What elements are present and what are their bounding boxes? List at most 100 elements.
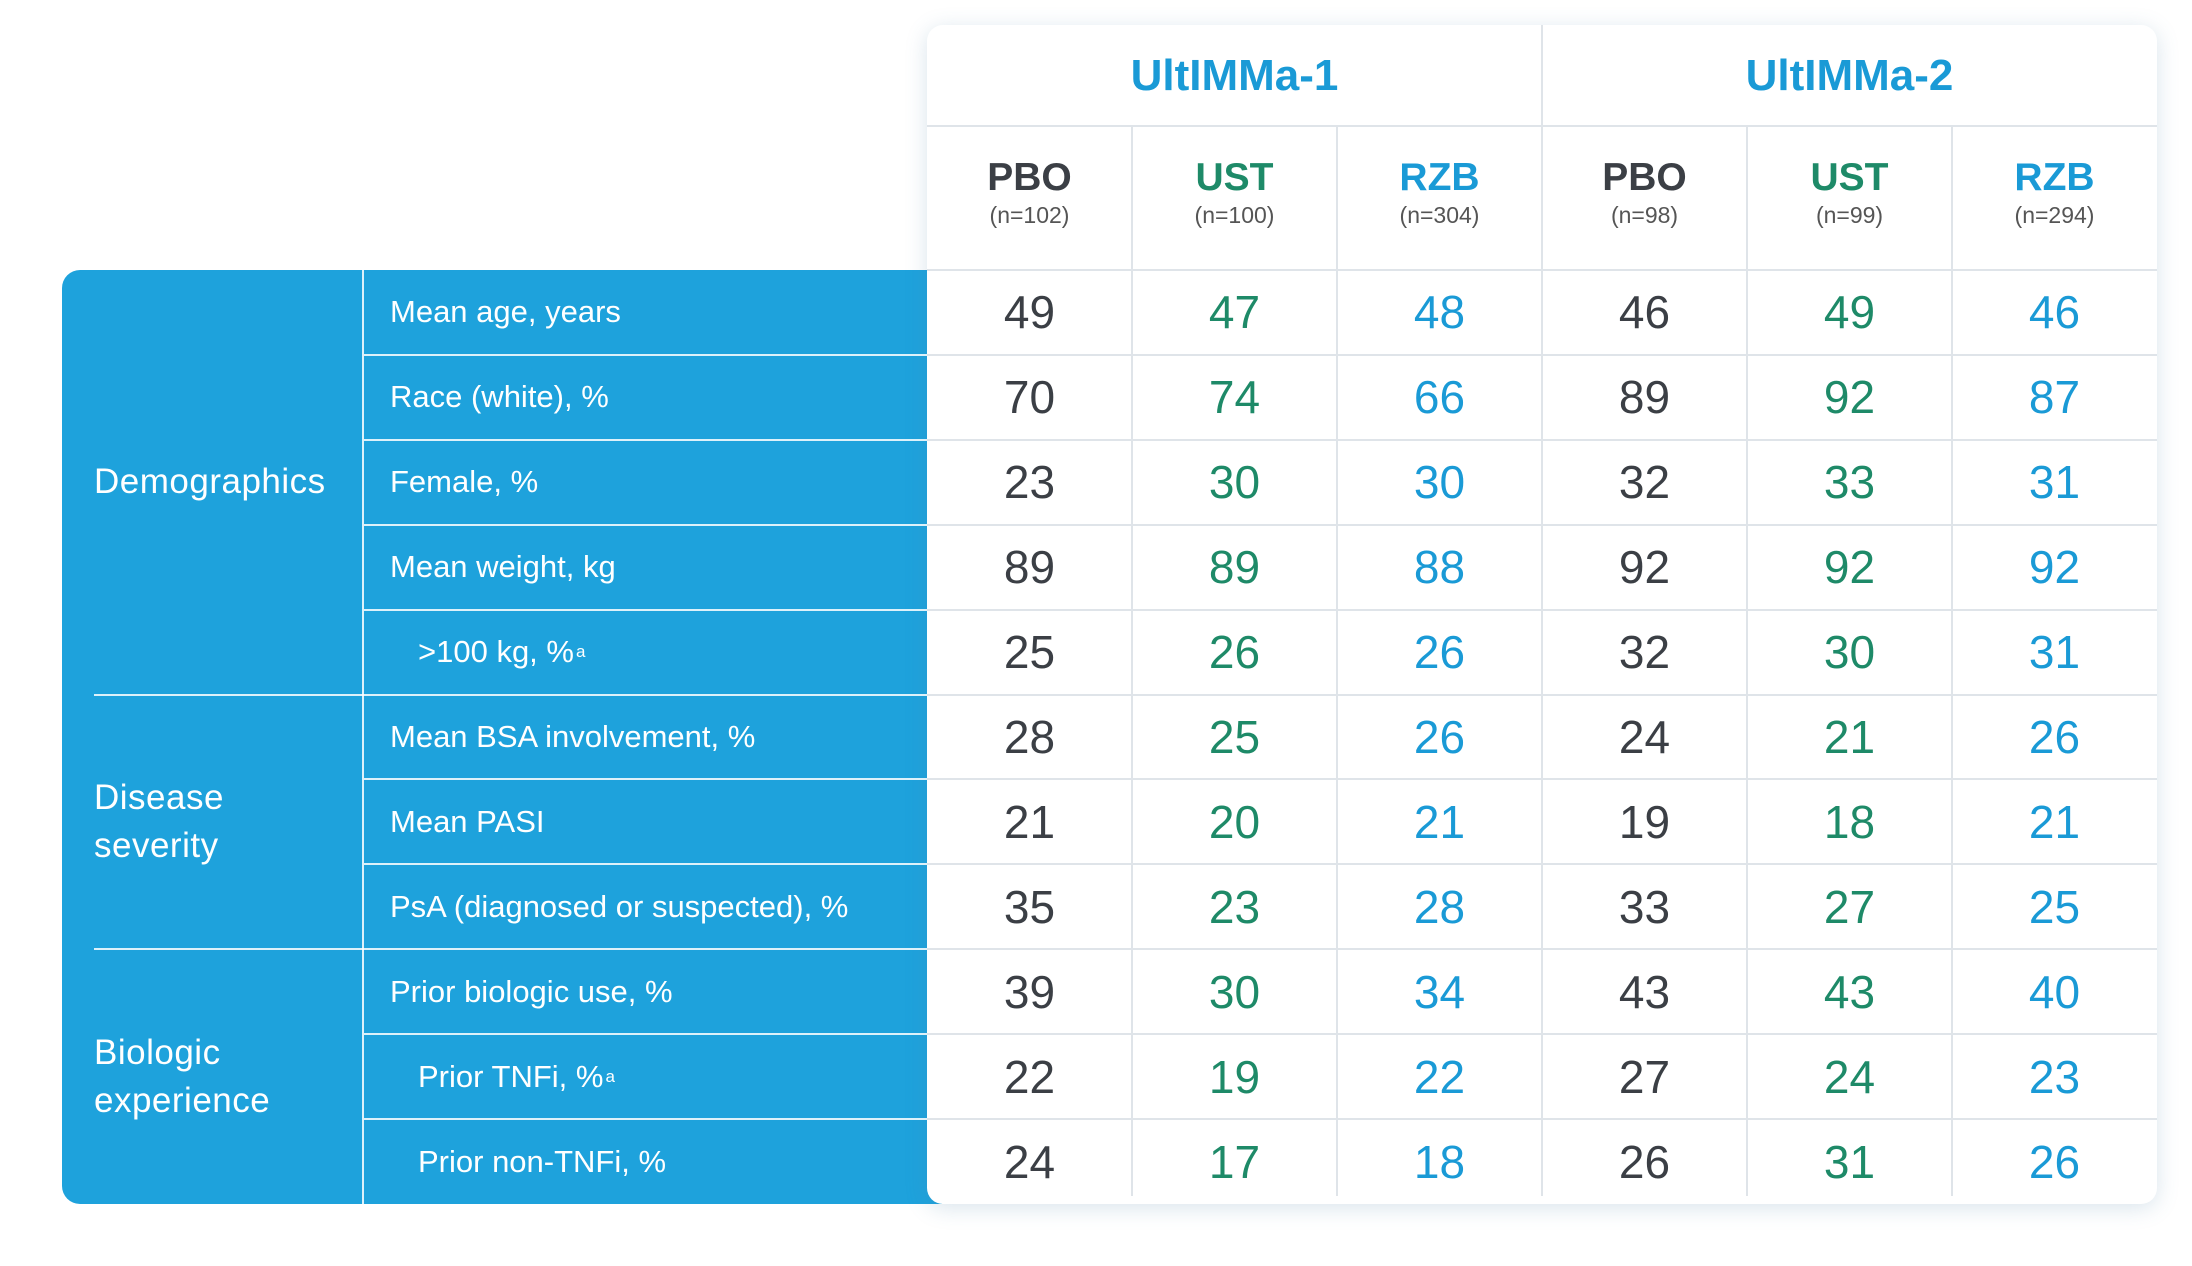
cell-value: 26 (1413, 710, 1466, 763)
divider (1746, 126, 1748, 1196)
cell-value: 28 (1413, 880, 1466, 933)
cell-value: 87 (2028, 371, 2081, 424)
cell-value: 21 (1003, 795, 1056, 848)
divider (927, 353, 2157, 356)
section-label: Demographics (94, 270, 354, 695)
cell-value: 30 (1823, 626, 1876, 679)
cell-value: 24 (1823, 1050, 1876, 1103)
cell-value: 21 (1823, 710, 1876, 763)
row-label-text: Prior TNFi, % (418, 1058, 604, 1094)
cell-value: 23 (1208, 880, 1261, 933)
cell-value: 43 (1823, 965, 1876, 1018)
arm-name: RZB (2014, 156, 2095, 199)
divider (1541, 25, 1543, 126)
arm-name: UST (1195, 156, 1274, 199)
cell-value: 31 (2028, 626, 2081, 679)
divider (927, 778, 2157, 781)
cell-value: 92 (1823, 541, 1876, 594)
divider (927, 1118, 2157, 1121)
section-label-line: Demographics (94, 462, 326, 502)
arm-name: UST (1810, 156, 1889, 199)
cell-value: 30 (1208, 456, 1261, 509)
row-label: Prior TNFi, % a (418, 1034, 615, 1119)
section-label-line: Biologic (94, 1032, 221, 1072)
label-panel (62, 270, 942, 1204)
cell-value: 92 (1823, 371, 1876, 424)
row-label: Prior non-TNFi, % (418, 1119, 666, 1204)
arm-n: (n=294) (2014, 202, 2095, 228)
cell-value: 28 (1003, 710, 1056, 763)
cell-value: 40 (2028, 965, 2081, 1018)
cell-value: 23 (2028, 1050, 2081, 1103)
row-label-text: PsA (diagnosed or suspected), % (390, 888, 849, 924)
divider (364, 863, 927, 866)
row-label: Mean age, years (390, 270, 621, 355)
cell-value: 21 (2028, 795, 2081, 848)
divider (927, 863, 2157, 866)
cell-value: 21 (1413, 795, 1466, 848)
divider (1131, 126, 1133, 1196)
divider (364, 523, 927, 526)
row-label: >100 kg, % a (418, 610, 585, 695)
cell-value: 26 (1618, 1135, 1671, 1188)
divider (927, 608, 2157, 611)
cell-value: 24 (1618, 710, 1671, 763)
cell-value: 23 (1003, 456, 1056, 509)
divider (927, 269, 2157, 271)
cell-value: 19 (1618, 795, 1671, 848)
cell-value: 25 (1208, 710, 1261, 763)
cell-value: 22 (1003, 1050, 1056, 1103)
cell-value: 25 (2028, 880, 2081, 933)
cell-value: 26 (2028, 710, 2081, 763)
cell-value: 33 (1618, 880, 1671, 933)
row-label-text: >100 kg, % (418, 634, 574, 670)
cell-value: 19 (1208, 1050, 1261, 1103)
cell-value: 33 (1823, 456, 1876, 509)
cell-value: 31 (2028, 456, 2081, 509)
arm-n: (n=102) (989, 202, 1070, 228)
cell-value: 35 (1003, 880, 1056, 933)
cell-value: 66 (1413, 371, 1466, 424)
divider (927, 438, 2157, 441)
cell-value: 32 (1618, 626, 1671, 679)
cell-value: 39 (1003, 965, 1056, 1018)
cell-value: 24 (1003, 1135, 1056, 1188)
divider (364, 353, 927, 356)
cell-value: 49 (1003, 286, 1056, 339)
row-label-text: Race (white), % (390, 379, 609, 415)
divider (1336, 126, 1338, 1196)
cell-value: 26 (2028, 1135, 2081, 1188)
cell-value: 17 (1208, 1135, 1261, 1188)
divider (94, 948, 927, 951)
cell-value: 18 (1413, 1135, 1466, 1188)
cell-value: 92 (2028, 541, 2081, 594)
row-label: Mean PASI (390, 779, 545, 864)
cell-value: 89 (1208, 541, 1261, 594)
row-label-text: Mean age, years (390, 294, 621, 330)
arm-n: (n=100) (1194, 202, 1275, 228)
divider (364, 778, 927, 781)
cell-value: 30 (1208, 965, 1261, 1018)
cell-value: 34 (1413, 965, 1466, 1018)
row-label: PsA (diagnosed or suspected), % (390, 864, 848, 949)
divider (1951, 126, 1953, 1196)
cell-value: 43 (1618, 965, 1671, 1018)
arm-name: PBO (987, 156, 1072, 199)
row-label-text: Mean PASI (390, 803, 545, 839)
arm-n: (n=304) (1399, 202, 1480, 228)
cell-value: 70 (1003, 371, 1056, 424)
cell-value: 48 (1413, 286, 1466, 339)
divider (364, 438, 927, 441)
divider (927, 125, 2157, 127)
section-label: Biologic experience (94, 949, 354, 1204)
footnote-mark: a (605, 1066, 615, 1086)
cell-value: 27 (1823, 880, 1876, 933)
arm-n: (n=98) (1610, 202, 1679, 228)
divider (927, 948, 2157, 951)
row-label: Prior biologic use, % (390, 949, 673, 1034)
divider (364, 1033, 927, 1036)
cell-value: 26 (1413, 626, 1466, 679)
divider (364, 1118, 927, 1121)
cell-value: 30 (1413, 456, 1466, 509)
group-title: UltIMMa-1 (1130, 50, 1339, 100)
